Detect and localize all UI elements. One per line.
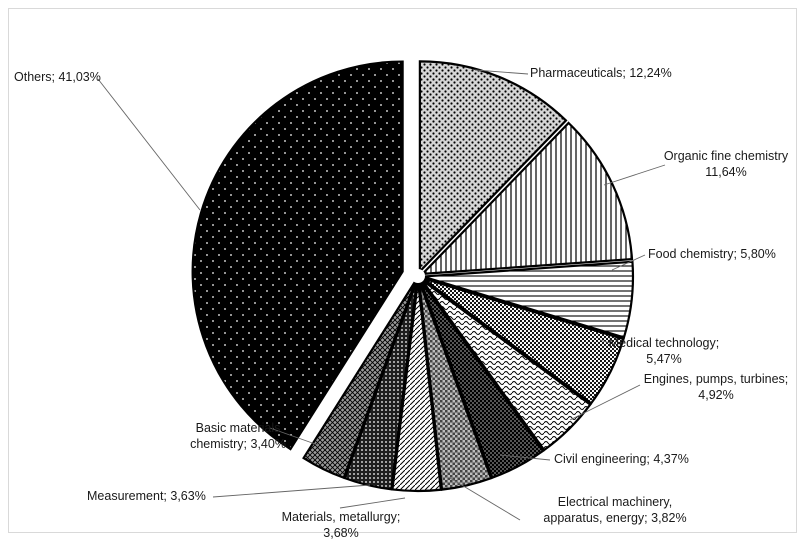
slice-food-chemistry xyxy=(422,260,635,339)
data-label-medical-technology-line2: 5,47% xyxy=(646,352,681,366)
data-label-organic-fine-chemistry-line2: 11,64% xyxy=(705,165,746,179)
leader-line-medical-technology xyxy=(599,339,611,344)
slice-pharmaceuticals xyxy=(418,60,568,275)
data-labels: Pharmaceuticals; 12,24% Organic fine chem… xyxy=(14,66,789,540)
data-label-organic-fine-chemistry: Organic fine chemistry xyxy=(664,149,789,163)
data-label-others: Others; 41,03% xyxy=(14,70,101,84)
leader-line-civil-engineering xyxy=(499,454,551,461)
data-label-basic-materials-chemistry: Basic materials xyxy=(196,421,281,435)
data-label-medical-technology: Medical technology; xyxy=(609,336,719,350)
slice-others xyxy=(191,60,404,451)
leader-line-food-chemistry xyxy=(611,254,646,271)
leader-line-pharmaceuticals xyxy=(474,69,529,75)
slice-civil-engineering xyxy=(419,279,545,480)
slice-materials-metallurgy xyxy=(391,280,443,493)
data-label-electrical-machinery-apparatus-energy: Electrical machinery, xyxy=(558,495,672,509)
data-label-measurement: Measurement; 3,63% xyxy=(87,489,206,503)
data-label-food-chemistry: Food chemistry; 5,80% xyxy=(648,247,776,261)
data-label-civil-engineering: Civil engineering; 4,37% xyxy=(554,452,689,466)
data-label-engines-pumps-turbines: Engines, pumps, turbines; xyxy=(644,372,789,386)
leader-line-organic-fine-chemistry xyxy=(603,164,666,186)
data-label-pharmaceuticals: Pharmaceuticals; 12,24% xyxy=(530,66,672,80)
leader-line-basic-materials-chemistry xyxy=(269,427,319,446)
leader-line-electrical-machinery-apparatus-energy xyxy=(449,477,521,521)
slice-medical-technology xyxy=(421,277,625,405)
leader-line-engines-pumps-turbines xyxy=(569,384,641,421)
pie-slices xyxy=(191,60,635,493)
data-label-basic-materials-chemistry-line2: chemistry; 3,40% xyxy=(190,437,286,451)
data-label-materials-metallurgy-line2: 3,68% xyxy=(323,526,358,540)
data-label-engines-pumps-turbines-line2: 4,92% xyxy=(698,388,733,402)
data-label-electrical-machinery-apparatus-energy-line2: apparatus, energy; 3,82% xyxy=(543,511,686,525)
slice-engines-pumps-turbines xyxy=(420,278,592,452)
leader-line-materials-metallurgy xyxy=(339,497,406,509)
leader-lines xyxy=(97,69,666,521)
slice-basic-materials-chemistry xyxy=(302,279,417,480)
slice-organic-fine-chemistry xyxy=(419,121,634,276)
leader-line-measurement xyxy=(212,484,371,498)
slice-electrical-machinery-apparatus-energy xyxy=(418,280,493,491)
leader-line-others xyxy=(97,78,201,211)
chart-frame xyxy=(8,8,797,533)
data-label-materials-metallurgy: Materials, metallurgy; xyxy=(282,510,401,524)
pie-center xyxy=(411,269,425,283)
